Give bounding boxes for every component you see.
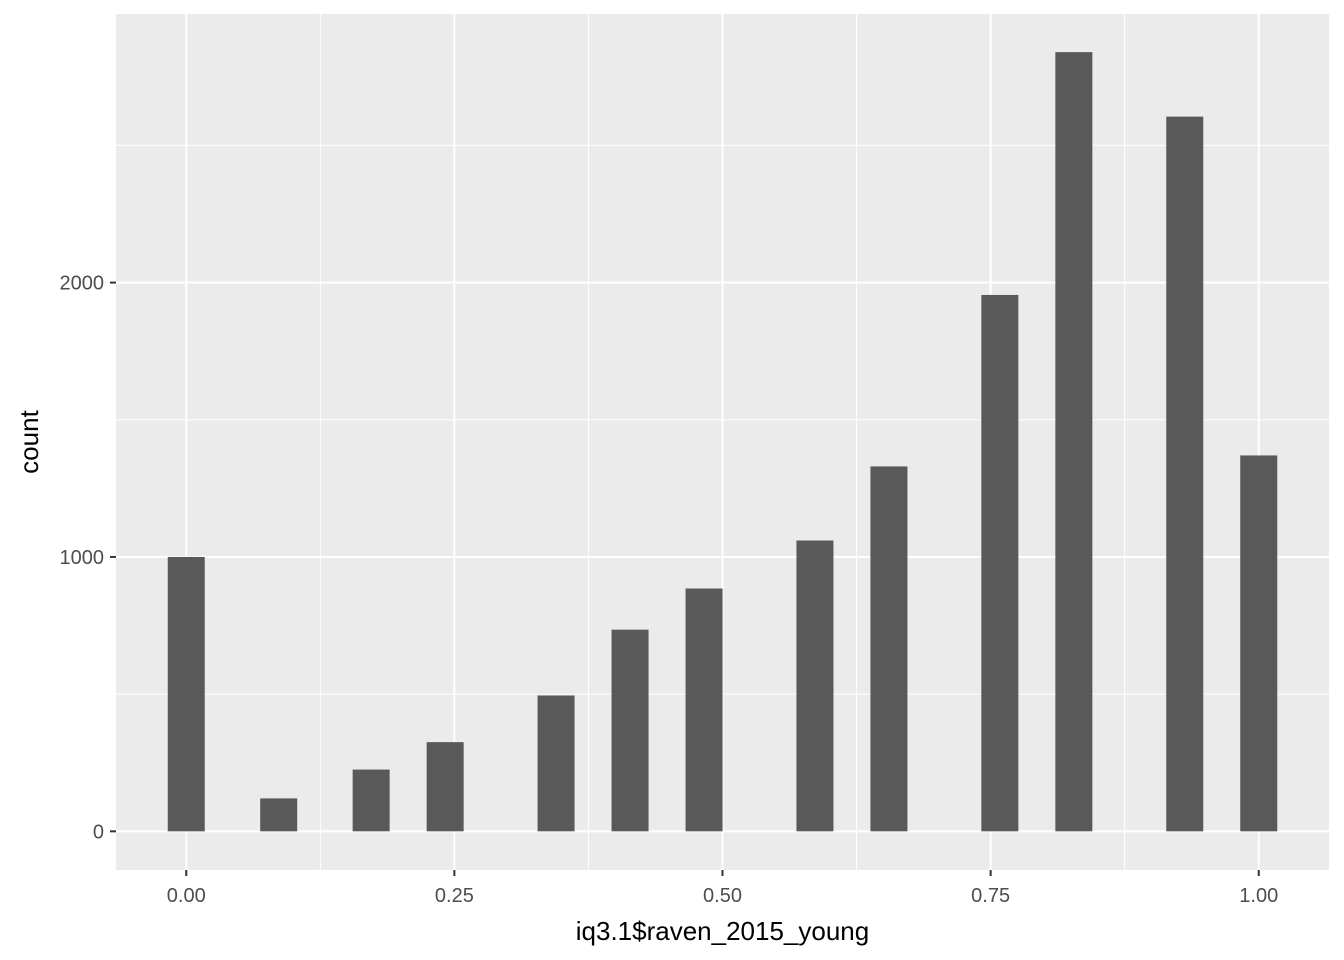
x-tick-label: 1.00 [1239, 885, 1278, 907]
x-axis-title: iq3.1$raven_2015_young [576, 916, 869, 946]
histogram-bar [352, 769, 390, 832]
histogram-bar [1240, 455, 1278, 832]
x-tick-label: 0.50 [703, 885, 742, 907]
histogram-bar [426, 742, 464, 832]
y-tick-label: 0 [93, 821, 104, 843]
y-axis: 0 1000 2000 [60, 273, 116, 843]
y-tick-label: 1000 [60, 547, 105, 569]
x-axis: 0.00 0.25 0.50 0.75 1.00 [167, 870, 1278, 907]
x-tick-label: 0.75 [971, 885, 1010, 907]
histogram-bar [260, 798, 298, 832]
histogram-bar [870, 466, 908, 832]
histogram-bar [611, 629, 649, 832]
histogram-bar [796, 540, 834, 832]
y-axis-title: count [14, 409, 44, 473]
x-tick-label: 0.00 [167, 885, 206, 907]
histogram-bar [981, 294, 1019, 832]
histogram-bar [167, 556, 205, 832]
histogram-bar [1055, 52, 1093, 832]
histogram-bar [537, 695, 575, 832]
y-tick-label: 2000 [60, 273, 105, 295]
histogram-bar [1166, 116, 1204, 832]
histogram-bars [167, 52, 1278, 832]
histogram-bar [685, 588, 723, 832]
x-tick-label: 0.25 [435, 885, 474, 907]
